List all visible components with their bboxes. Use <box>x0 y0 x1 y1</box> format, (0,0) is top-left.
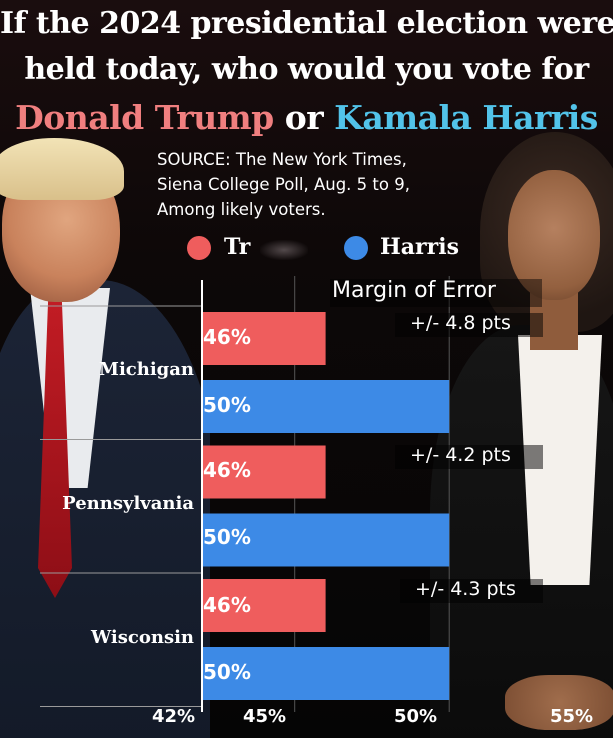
legend-swatch-harris <box>344 236 368 260</box>
bar-harris-pennsylvania <box>202 513 450 567</box>
margin-of-error-michigan: +/- 4.8 pts <box>410 312 511 334</box>
legend-redaction-smudge <box>260 240 308 260</box>
bar-trump-wisconsin <box>202 579 326 632</box>
margin-of-error-box <box>400 579 543 603</box>
margin-of-error-title-box <box>330 279 542 307</box>
trump-portrait <box>0 130 210 738</box>
x-tick-label-42: 42% <box>152 706 196 727</box>
bar-label-trump-wisconsin: 46% <box>203 593 251 617</box>
source-line-1: SOURCE: The New York Times, <box>157 150 407 169</box>
margin-of-error-pennsylvania: +/- 4.2 pts <box>410 444 511 466</box>
harris-hands <box>505 675 613 730</box>
category-label-wisconsin: Wisconsin <box>91 627 194 648</box>
headline-line-1: If the 2024 presidential election were <box>0 6 613 41</box>
bar-trump-pennsylvania <box>202 445 326 499</box>
headline-line-2: held today, who would you vote for <box>24 52 589 87</box>
candidate-2-name: Kamala Harris <box>334 98 598 137</box>
trump-suit <box>0 280 210 738</box>
margin-of-error-box <box>395 313 543 337</box>
headline-line-3: Donald Trump or Kamala Harris <box>0 98 613 137</box>
bar-label-harris-pennsylvania: 50% <box>203 525 251 549</box>
x-tick-label-55: 55% <box>550 706 594 727</box>
harris-face <box>508 170 600 300</box>
source-line-3: Among likely voters. <box>157 200 326 219</box>
bar-label-harris-wisconsin: 50% <box>203 660 251 684</box>
trump-hair <box>0 138 124 200</box>
bar-label-trump-pennsylvania: 46% <box>203 458 251 482</box>
harris-portrait <box>420 130 613 738</box>
legend-label-trump: Tr <box>224 234 251 260</box>
x-tick-label-50: 50% <box>394 706 438 727</box>
margin-of-error-title: Margin of Error <box>332 278 496 303</box>
bar-harris-michigan <box>202 380 450 433</box>
bar-label-trump-michigan: 46% <box>203 325 251 349</box>
category-label-michigan: Michigan <box>99 359 194 380</box>
bar-harris-wisconsin <box>202 647 450 700</box>
category-label-pennsylvania: Pennsylvania <box>62 493 194 514</box>
margin-of-error-wisconsin: +/- 4.3 pts <box>415 578 516 600</box>
bar-label-harris-michigan: 50% <box>203 393 251 417</box>
source-line-2: Siena College Poll, Aug. 5 to 9, <box>157 175 410 194</box>
or-word: or <box>284 98 324 137</box>
legend-label-harris: Harris <box>380 234 459 260</box>
legend-swatch-trump <box>187 236 211 260</box>
bar-trump-michigan <box>202 312 326 365</box>
candidate-1-name: Donald Trump <box>15 98 274 137</box>
x-tick-label-45: 45% <box>243 706 287 727</box>
margin-of-error-box <box>395 445 543 469</box>
